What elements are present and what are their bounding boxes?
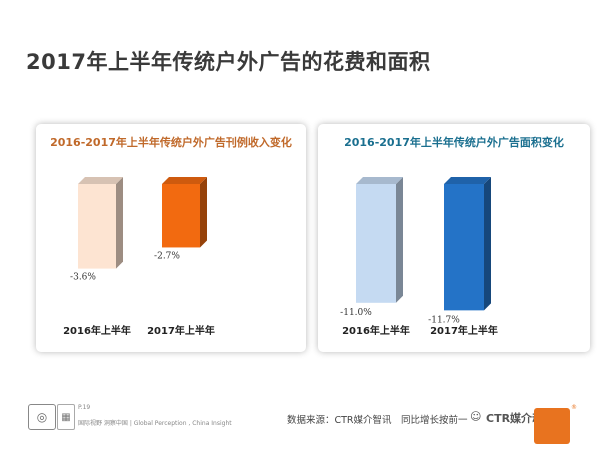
bar-top <box>356 177 403 184</box>
data-label: -11.0% <box>340 308 372 318</box>
bar-side <box>484 177 491 311</box>
bar-front <box>356 184 396 303</box>
data-label: -11.7% <box>428 315 460 325</box>
badge-icon: ▦ <box>57 404 75 430</box>
bar-side <box>200 177 207 248</box>
chart-panel-revenue: 2016-2017年上半年传统户外广告刊例收入变化 -3.6% 2016年上半年 -… <box>36 124 306 352</box>
chart-panel-area: 2016-2017年上半年传统户外广告面积变化 -11.0% 2016年上半年 -1… <box>318 124 590 352</box>
data-label: -3.6% <box>70 273 96 283</box>
category-label: 2016年上半年 <box>63 324 131 337</box>
registered-mark-icon: ® <box>571 404 577 411</box>
area-bar-chart: -11.0% 2016年上半年 -11.7%2017年上半年 <box>340 177 498 337</box>
bar-top <box>78 177 123 184</box>
bar-front <box>162 184 200 248</box>
tagline: 国际视野 洞察中国 | Global Perception , China In… <box>78 420 232 427</box>
bar-top <box>162 177 207 184</box>
page-number: P.19 <box>78 404 91 411</box>
bar-side <box>116 177 123 269</box>
revenue-bar-chart: -3.6% 2016年上半年 -2.7% 2017年上半年 <box>63 177 215 337</box>
category-label: 2017年上半年 <box>147 324 215 337</box>
category-label: 2016年上半年 <box>342 324 410 337</box>
brand-logo-icon <box>534 408 570 444</box>
wechat-bubble-icon: ☺ <box>470 410 482 423</box>
bar-front <box>444 184 484 311</box>
bar-side <box>396 177 403 303</box>
chart-title-area: 2016-2017年上半年传统户外广告面积变化 <box>344 136 564 149</box>
bar-top <box>444 177 491 184</box>
page-title: 2017年上半年传统户外广告的花费和面积 <box>26 50 431 74</box>
bar-front <box>78 184 116 269</box>
ctr-logo-icon: ◎ <box>28 404 56 430</box>
data-source-note: 数据来源：CTR媒介智讯 同比增长按前一 <box>287 415 468 426</box>
data-label: -2.7% <box>154 251 180 261</box>
chart-title-revenue: 2016-2017年上半年传统户外广告刊例收入变化 <box>50 136 292 149</box>
category-label: 2017年上半年 <box>430 324 498 337</box>
